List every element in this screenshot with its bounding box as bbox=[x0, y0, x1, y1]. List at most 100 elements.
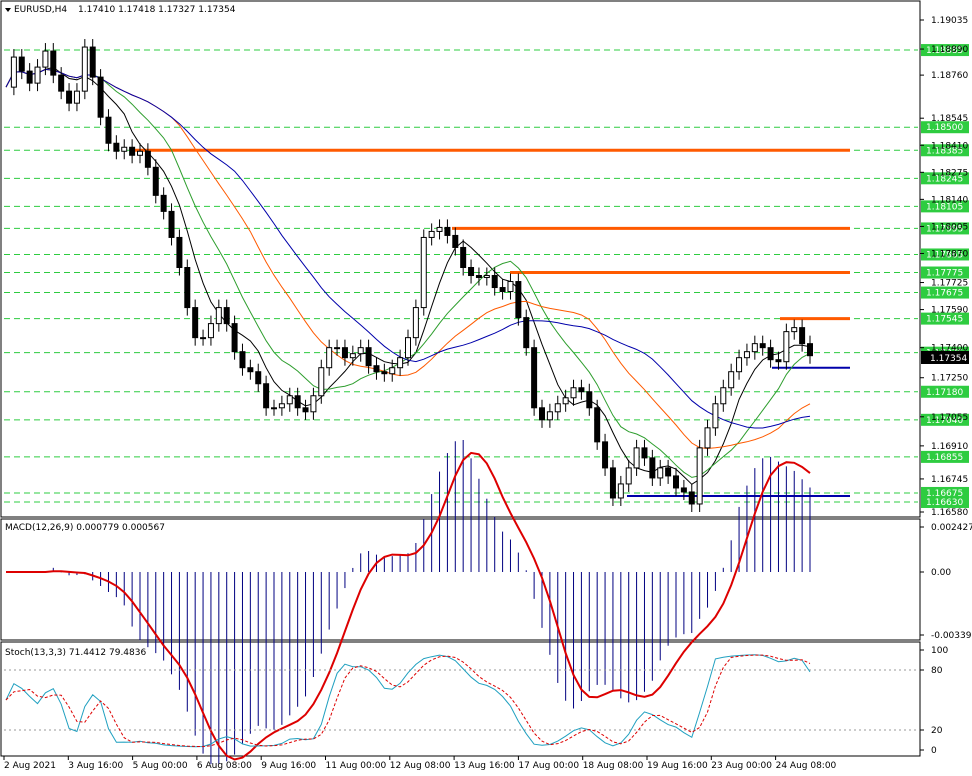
hline-label-9: 1.17545 bbox=[926, 315, 963, 325]
candle-body-62 bbox=[491, 275, 498, 289]
candle-body-38 bbox=[302, 407, 309, 413]
candle-body-72 bbox=[570, 387, 577, 399]
candle-body-5 bbox=[42, 50, 49, 68]
price-tick-label-14: 1.16910 bbox=[931, 442, 968, 452]
candle-body-95 bbox=[751, 343, 758, 353]
time-label-6: 12 Aug 08:00 bbox=[390, 761, 451, 771]
price-tick-label-5: 1.18275 bbox=[931, 168, 968, 178]
hline-label-13: 1.16855 bbox=[926, 453, 963, 463]
stoch-tick-label-3: 0 bbox=[931, 746, 937, 756]
candle-body-80 bbox=[633, 447, 640, 469]
dropdown-arrow-icon[interactable] bbox=[5, 8, 11, 12]
candle-body-91 bbox=[720, 387, 727, 405]
ohlc-values: 1.17410 1.17418 1.17327 1.17354 bbox=[78, 5, 236, 15]
hline-label-4: 1.18105 bbox=[926, 202, 963, 212]
price-tick-label-0: 1.19035 bbox=[931, 16, 968, 26]
hline-tag-1 bbox=[921, 121, 969, 134]
candle-body-2 bbox=[18, 56, 25, 72]
candle-body-16 bbox=[129, 146, 136, 156]
macd-tick-label-0: 0.002427 bbox=[931, 523, 972, 533]
candle-body-89 bbox=[704, 427, 711, 449]
price-tick-label-3: 1.18545 bbox=[931, 114, 968, 124]
hline-tag-3 bbox=[921, 172, 969, 185]
candle-body-74 bbox=[586, 391, 593, 409]
candle-body-90 bbox=[712, 403, 719, 429]
hline-label-8: 1.17675 bbox=[926, 289, 963, 299]
candle-body-3 bbox=[26, 70, 33, 84]
candle-body-97 bbox=[767, 347, 774, 361]
candle-body-101 bbox=[799, 327, 806, 345]
time-label-8: 17 Aug 00:00 bbox=[518, 761, 579, 771]
hline-label-12: 1.17040 bbox=[926, 416, 963, 426]
candle-body-27 bbox=[215, 307, 222, 325]
price-tick-label-4: 1.18410 bbox=[931, 141, 968, 151]
candle-body-1 bbox=[10, 56, 17, 88]
candle-body-18 bbox=[144, 150, 151, 168]
candle-body-68 bbox=[539, 407, 545, 421]
candle-body-28 bbox=[223, 307, 230, 325]
hline-tag-12 bbox=[921, 413, 969, 426]
candle-body-63 bbox=[499, 287, 506, 293]
candle-body-69 bbox=[546, 411, 553, 421]
candle-body-21 bbox=[168, 210, 175, 238]
candle-body-75 bbox=[594, 407, 601, 443]
last-price-value: 1.17354 bbox=[930, 354, 967, 364]
candle-body-54 bbox=[428, 230, 435, 238]
candle-body-31 bbox=[247, 367, 254, 373]
candle-body-102 bbox=[807, 343, 813, 357]
hline-tag-2 bbox=[921, 144, 969, 157]
time-label-0: 2 Aug 2021 bbox=[4, 761, 56, 771]
candle-body-56 bbox=[444, 226, 451, 236]
candle-body-33 bbox=[263, 383, 270, 409]
candle-body-37 bbox=[294, 395, 301, 409]
candle-body-13 bbox=[105, 116, 112, 144]
candle-body-79 bbox=[625, 467, 632, 485]
candle-body-24 bbox=[192, 307, 199, 339]
time-label-4: 9 Aug 16:00 bbox=[261, 761, 316, 771]
stoch-tick-label-1: 80 bbox=[931, 666, 943, 676]
candle-body-71 bbox=[562, 397, 569, 405]
hline-label-14: 1.16675 bbox=[926, 489, 963, 499]
hline-tag-5 bbox=[921, 222, 969, 235]
price-tick-label-13: 1.17055 bbox=[931, 413, 968, 423]
candle-body-8 bbox=[66, 90, 73, 104]
candle-body-96 bbox=[759, 343, 766, 349]
hline-tag-15 bbox=[921, 495, 969, 508]
candle-body-46 bbox=[365, 347, 372, 367]
time-label-10: 19 Aug 16:00 bbox=[647, 761, 708, 771]
candle-body-59 bbox=[468, 267, 475, 277]
hline-tag-4 bbox=[921, 200, 969, 213]
candle-body-25 bbox=[200, 337, 207, 340]
candle-body-48 bbox=[381, 371, 388, 375]
macd-title: MACD(12,26,9) 0.000779 0.000567 bbox=[5, 523, 165, 533]
candle-body-40 bbox=[318, 367, 325, 397]
stoch-pane[interactable] bbox=[0, 641, 921, 757]
candle-body-20 bbox=[160, 194, 167, 212]
macd-pane[interactable] bbox=[0, 518, 921, 641]
candle-body-55 bbox=[436, 226, 443, 232]
hline-tag-9 bbox=[921, 312, 969, 325]
candle-body-87 bbox=[688, 491, 695, 505]
stoch-title: Stoch(13,3,3) 71.4412 79.4836 bbox=[5, 648, 146, 658]
hline-label-15: 1.16630 bbox=[926, 498, 963, 508]
time-label-11: 23 Aug 00:00 bbox=[711, 761, 772, 771]
stoch-main-line bbox=[5, 654, 811, 748]
candle-body-83 bbox=[657, 467, 664, 479]
price-tick-label-6: 1.18140 bbox=[931, 195, 968, 205]
candle-body-65 bbox=[515, 281, 522, 319]
hline-tag-0 bbox=[921, 44, 969, 57]
candle-body-86 bbox=[680, 487, 687, 493]
price-tick-label-1: 1.18890 bbox=[931, 45, 968, 55]
candle-body-35 bbox=[278, 403, 285, 409]
candle-body-100 bbox=[791, 327, 798, 333]
price-tick-label-7: 1.18005 bbox=[931, 222, 968, 232]
hline-tag-14 bbox=[921, 486, 969, 499]
candle-body-99 bbox=[783, 331, 790, 363]
candle-body-4 bbox=[34, 66, 41, 84]
candle-body-66 bbox=[523, 317, 530, 349]
hline-label-7: 1.17775 bbox=[926, 269, 963, 279]
candle-body-19 bbox=[152, 166, 159, 196]
candle-body-94 bbox=[743, 351, 750, 359]
candle-body-70 bbox=[554, 403, 561, 413]
